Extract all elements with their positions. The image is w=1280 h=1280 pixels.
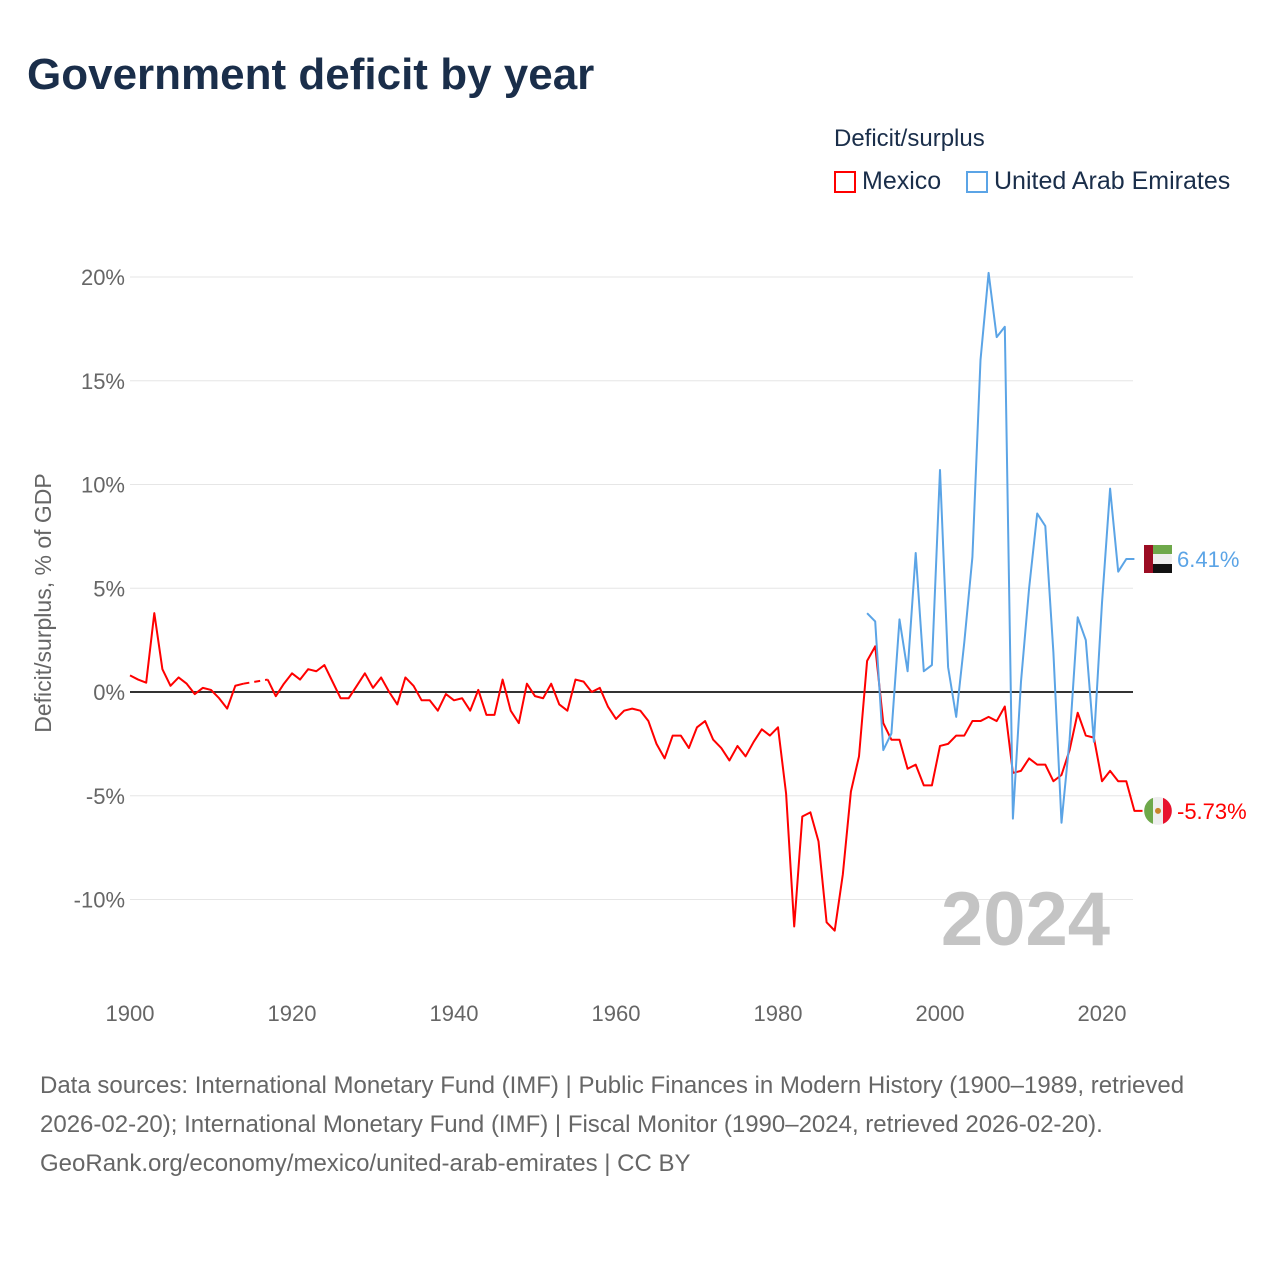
credit-link[interactable]: GeoRank.org/economy/mexico/united-arab-e… — [40, 1150, 691, 1177]
legend-label: United Arab Emirates — [994, 167, 1231, 195]
y-tick-label: 5% — [93, 576, 125, 601]
y-tick-label: 20% — [81, 265, 125, 290]
legend-item-uae[interactable]: United Arab Emirates — [966, 167, 1230, 196]
legend-label: Mexico — [862, 167, 942, 195]
flag-stripe — [1153, 544, 1172, 554]
x-tick-label: 1900 — [106, 1001, 155, 1026]
x-tick-label: 1960 — [592, 1001, 641, 1026]
y-tick-label: 10% — [81, 473, 125, 498]
uae-flag-icon — [1144, 544, 1172, 573]
series-line-uae — [866, 271, 1135, 824]
end-value-label: -5.73% — [1177, 799, 1247, 824]
y-tick-label: 15% — [81, 369, 125, 394]
data-sources: Data sources: International Monetary Fun… — [40, 1072, 1185, 1138]
series-line-mexico — [129, 612, 244, 710]
mexico-flag-icon — [1144, 796, 1172, 825]
footer: Data sources: International Monetary Fun… — [40, 1066, 1240, 1183]
page-title: Government deficit by year — [27, 50, 595, 99]
x-tick-label: 1940 — [430, 1001, 479, 1026]
y-tick-label: 0% — [93, 680, 125, 705]
flag-stripe — [1163, 797, 1172, 824]
y-tick-label: -10% — [74, 888, 125, 913]
flag-emblem — [1155, 807, 1161, 814]
flag-stripe — [1144, 797, 1153, 824]
x-tick-label: 1980 — [754, 1001, 803, 1026]
legend-swatch-mexico — [834, 170, 856, 193]
end-value-label: 6.41% — [1177, 547, 1239, 572]
y-tick-label: -5% — [86, 784, 125, 809]
year-watermark: 2024 — [941, 877, 1110, 962]
series-gap-dashed — [243, 678, 268, 685]
flag-stripe — [1153, 563, 1172, 573]
legend-swatch-uae — [966, 170, 988, 193]
x-tick-label: 1920 — [268, 1001, 317, 1026]
x-tick-label: 2000 — [916, 1001, 965, 1026]
y-axis-label: Deficit/surplus, % of GDP — [30, 473, 56, 732]
x-tick-label: 2020 — [1078, 1001, 1127, 1026]
series-line-mexico — [266, 645, 1143, 932]
legend-title: Deficit/surplus — [834, 125, 985, 152]
legend-item-mexico[interactable]: Mexico — [834, 167, 941, 196]
flag-stripe — [1144, 544, 1153, 573]
